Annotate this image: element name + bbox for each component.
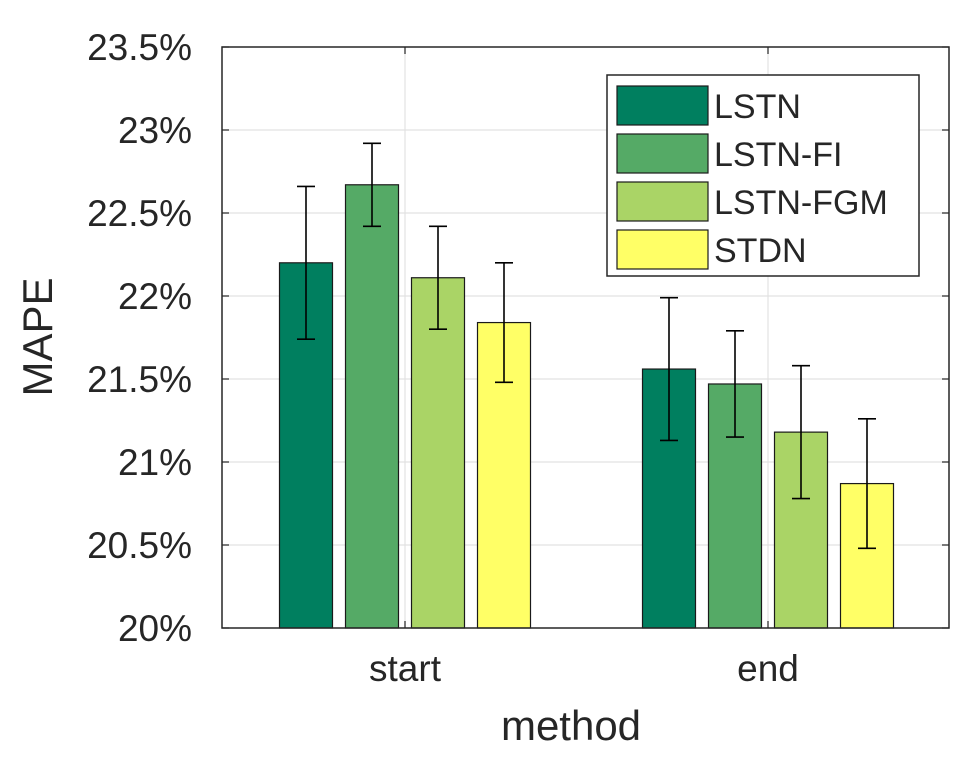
- x-tick-labels: start end: [369, 648, 799, 689]
- y-tick-labels: 20% 20.5% 21% 21.5% 22% 22.5% 23% 23.5%: [87, 27, 192, 649]
- error-bars-group: [297, 142, 876, 550]
- x-tick-label: end: [737, 648, 799, 689]
- legend-label: LSTN-FGM: [714, 184, 888, 222]
- y-tick-label: 21%: [118, 442, 192, 483]
- y-tick-label: 21.5%: [87, 359, 192, 400]
- plot-area-frame: [221, 46, 950, 629]
- y-tick-label: 20.5%: [87, 525, 192, 566]
- y-axis-title: MAPE: [14, 277, 61, 396]
- y-tick-label: 20%: [118, 608, 192, 649]
- y-tick-label: 22%: [118, 276, 192, 317]
- y-tick-label: 23%: [118, 110, 192, 151]
- y-tick-label: 23.5%: [87, 27, 192, 68]
- legend-label: LSTN: [714, 88, 801, 126]
- bar: [707, 383, 763, 629]
- legend-swatch: [616, 181, 709, 222]
- bar: [410, 277, 466, 629]
- legend-swatch: [616, 85, 709, 126]
- axis-ticks: [222, 46, 949, 629]
- legend: LSTN LSTN-FI LSTN-FGM STDN: [606, 74, 920, 277]
- legend-swatch: [616, 229, 709, 270]
- grid-lines: [222, 47, 949, 628]
- bar: [344, 184, 400, 629]
- legend-swatch: [616, 133, 709, 174]
- legend-label: LSTN-FI: [714, 136, 842, 174]
- x-axis-title: method: [501, 702, 641, 749]
- x-tick-label: start: [369, 648, 442, 689]
- legend-label: STDN: [714, 232, 807, 270]
- y-tick-label: 22.5%: [87, 193, 192, 234]
